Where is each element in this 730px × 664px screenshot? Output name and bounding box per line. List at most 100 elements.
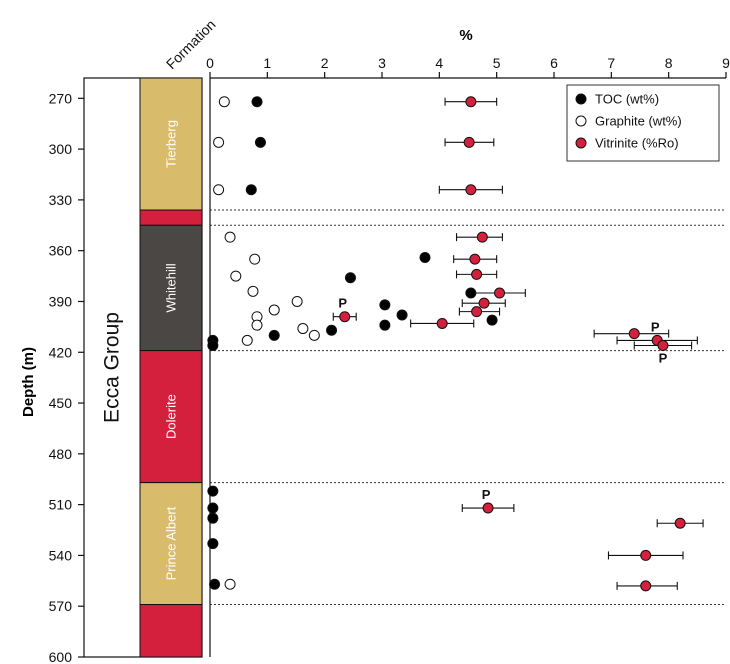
point-red-circle — [469, 253, 481, 265]
point-filled-black — [207, 339, 219, 351]
x-tick-label: 2 — [321, 55, 329, 71]
point-filled-black — [419, 251, 431, 263]
point-open-circle — [249, 253, 261, 265]
point-red-circle — [465, 184, 477, 196]
point-filled-black — [207, 538, 219, 550]
boundary-lines — [210, 209, 726, 606]
x-tick-label: 0 — [206, 55, 214, 71]
point-red-circle — [471, 306, 483, 318]
y-tick-label: 300 — [49, 141, 73, 157]
point-filled-black — [207, 485, 219, 497]
y-tick-label: 570 — [49, 598, 73, 614]
point-label: P — [482, 487, 491, 502]
formation-block — [139, 604, 203, 658]
point-open-circle — [230, 270, 242, 282]
legend-marker — [575, 115, 587, 127]
point-open-circle — [241, 334, 253, 346]
plot-frame — [209, 77, 726, 657]
x-tick-label: 8 — [665, 55, 673, 71]
x-tick-label: 5 — [493, 55, 501, 71]
y-axis-title: Depth (m) — [20, 347, 37, 417]
legend: TOC (wt%) Graphite (wt%) Vitrinite (%Ro) — [566, 84, 720, 162]
data-points — [207, 96, 686, 592]
point-red-circle — [640, 549, 652, 561]
formation-label: Whitehill — [164, 263, 179, 312]
point-red-circle — [465, 96, 477, 108]
point-red-circle — [339, 311, 351, 323]
point-filled-black — [207, 512, 219, 524]
point-filled-black — [268, 329, 280, 341]
x-tick-label: 7 — [607, 55, 615, 71]
point-red-circle — [640, 580, 652, 592]
point-filled-black — [396, 309, 408, 321]
point-filled-black — [486, 314, 498, 326]
point-open-circle — [251, 319, 263, 331]
point-red-circle — [463, 136, 475, 148]
point-filled-black — [344, 272, 356, 284]
x-tick-label: 4 — [435, 55, 443, 71]
y-axis: 270 300 330 360 390 420 450 480 510 540 570 600 — [49, 90, 84, 664]
point-filled-black — [379, 299, 391, 311]
point-filled-black — [254, 136, 266, 148]
point-red-circle — [494, 287, 506, 299]
legend-label: Vitrinite (%Ro) — [595, 136, 679, 151]
y-tick-label: 480 — [49, 446, 73, 462]
legend-label: TOC (wt%) — [595, 92, 659, 107]
group-label: Ecca Group — [101, 312, 124, 423]
formation-label: Dolerite — [164, 394, 179, 439]
stratigraphy-panel: Tierberg Whitehill Dolerite Prince Albert Ec… — [83, 77, 203, 658]
x-tick-label: 1 — [263, 55, 271, 71]
legend-marker — [575, 137, 587, 149]
point-filled-black — [379, 319, 391, 331]
point-red-circle — [482, 502, 494, 514]
point-red-circle — [476, 231, 488, 243]
y-tick-label: 420 — [49, 344, 73, 360]
point-open-circle — [218, 96, 230, 108]
point-red-circle — [628, 328, 640, 340]
point-open-circle — [247, 285, 259, 297]
formation-label: Prince Albert — [164, 506, 179, 580]
y-tick-label: 450 — [49, 395, 73, 411]
point-red-circle — [436, 317, 448, 329]
x-tick-label: 3 — [378, 55, 386, 71]
point-open-circle — [224, 231, 236, 243]
point-filled-black — [209, 578, 221, 590]
point-label: P — [651, 319, 660, 334]
point-label: P — [338, 296, 347, 311]
point-open-circle — [213, 184, 225, 196]
point-label: P — [659, 350, 668, 365]
y-tick-label: 510 — [49, 497, 73, 513]
y-tick-label: 390 — [49, 293, 73, 309]
point-open-circle — [224, 578, 236, 590]
formation-block — [139, 224, 203, 352]
point-red-circle — [478, 297, 490, 309]
point-filled-black — [465, 287, 477, 299]
x-axis: 0 1 2 3 4 5 6 7 8 9 — [206, 55, 730, 78]
legend-marker — [575, 93, 587, 105]
x-axis-title: % — [459, 27, 472, 44]
point-red-circle — [674, 517, 686, 529]
point-red-circle — [657, 339, 669, 351]
legend-label: Graphite (wt%) — [595, 114, 682, 129]
formation-block — [139, 77, 203, 211]
point-red-circle — [471, 268, 483, 280]
point-filled-black — [245, 184, 257, 196]
point-open-circle — [308, 329, 320, 341]
point-open-circle — [291, 295, 303, 307]
x-tick-label: 6 — [550, 55, 558, 71]
point-filled-black — [207, 502, 219, 514]
point-open-circle — [297, 323, 309, 335]
y-tick-label: 360 — [49, 243, 73, 259]
y-tick-label: 540 — [49, 547, 73, 563]
point-labels: P P P P — [338, 296, 667, 502]
x-tick-label: 9 — [722, 55, 730, 71]
y-tick-label: 600 — [49, 649, 73, 664]
point-open-circle — [213, 136, 225, 148]
formation-block — [139, 209, 203, 226]
point-filled-black — [326, 324, 338, 336]
y-tick-label: 330 — [49, 192, 73, 208]
formation-label: Tierberg — [164, 120, 179, 168]
y-tick-label: 270 — [49, 90, 73, 106]
point-open-circle — [268, 304, 280, 316]
point-filled-black — [251, 96, 263, 108]
